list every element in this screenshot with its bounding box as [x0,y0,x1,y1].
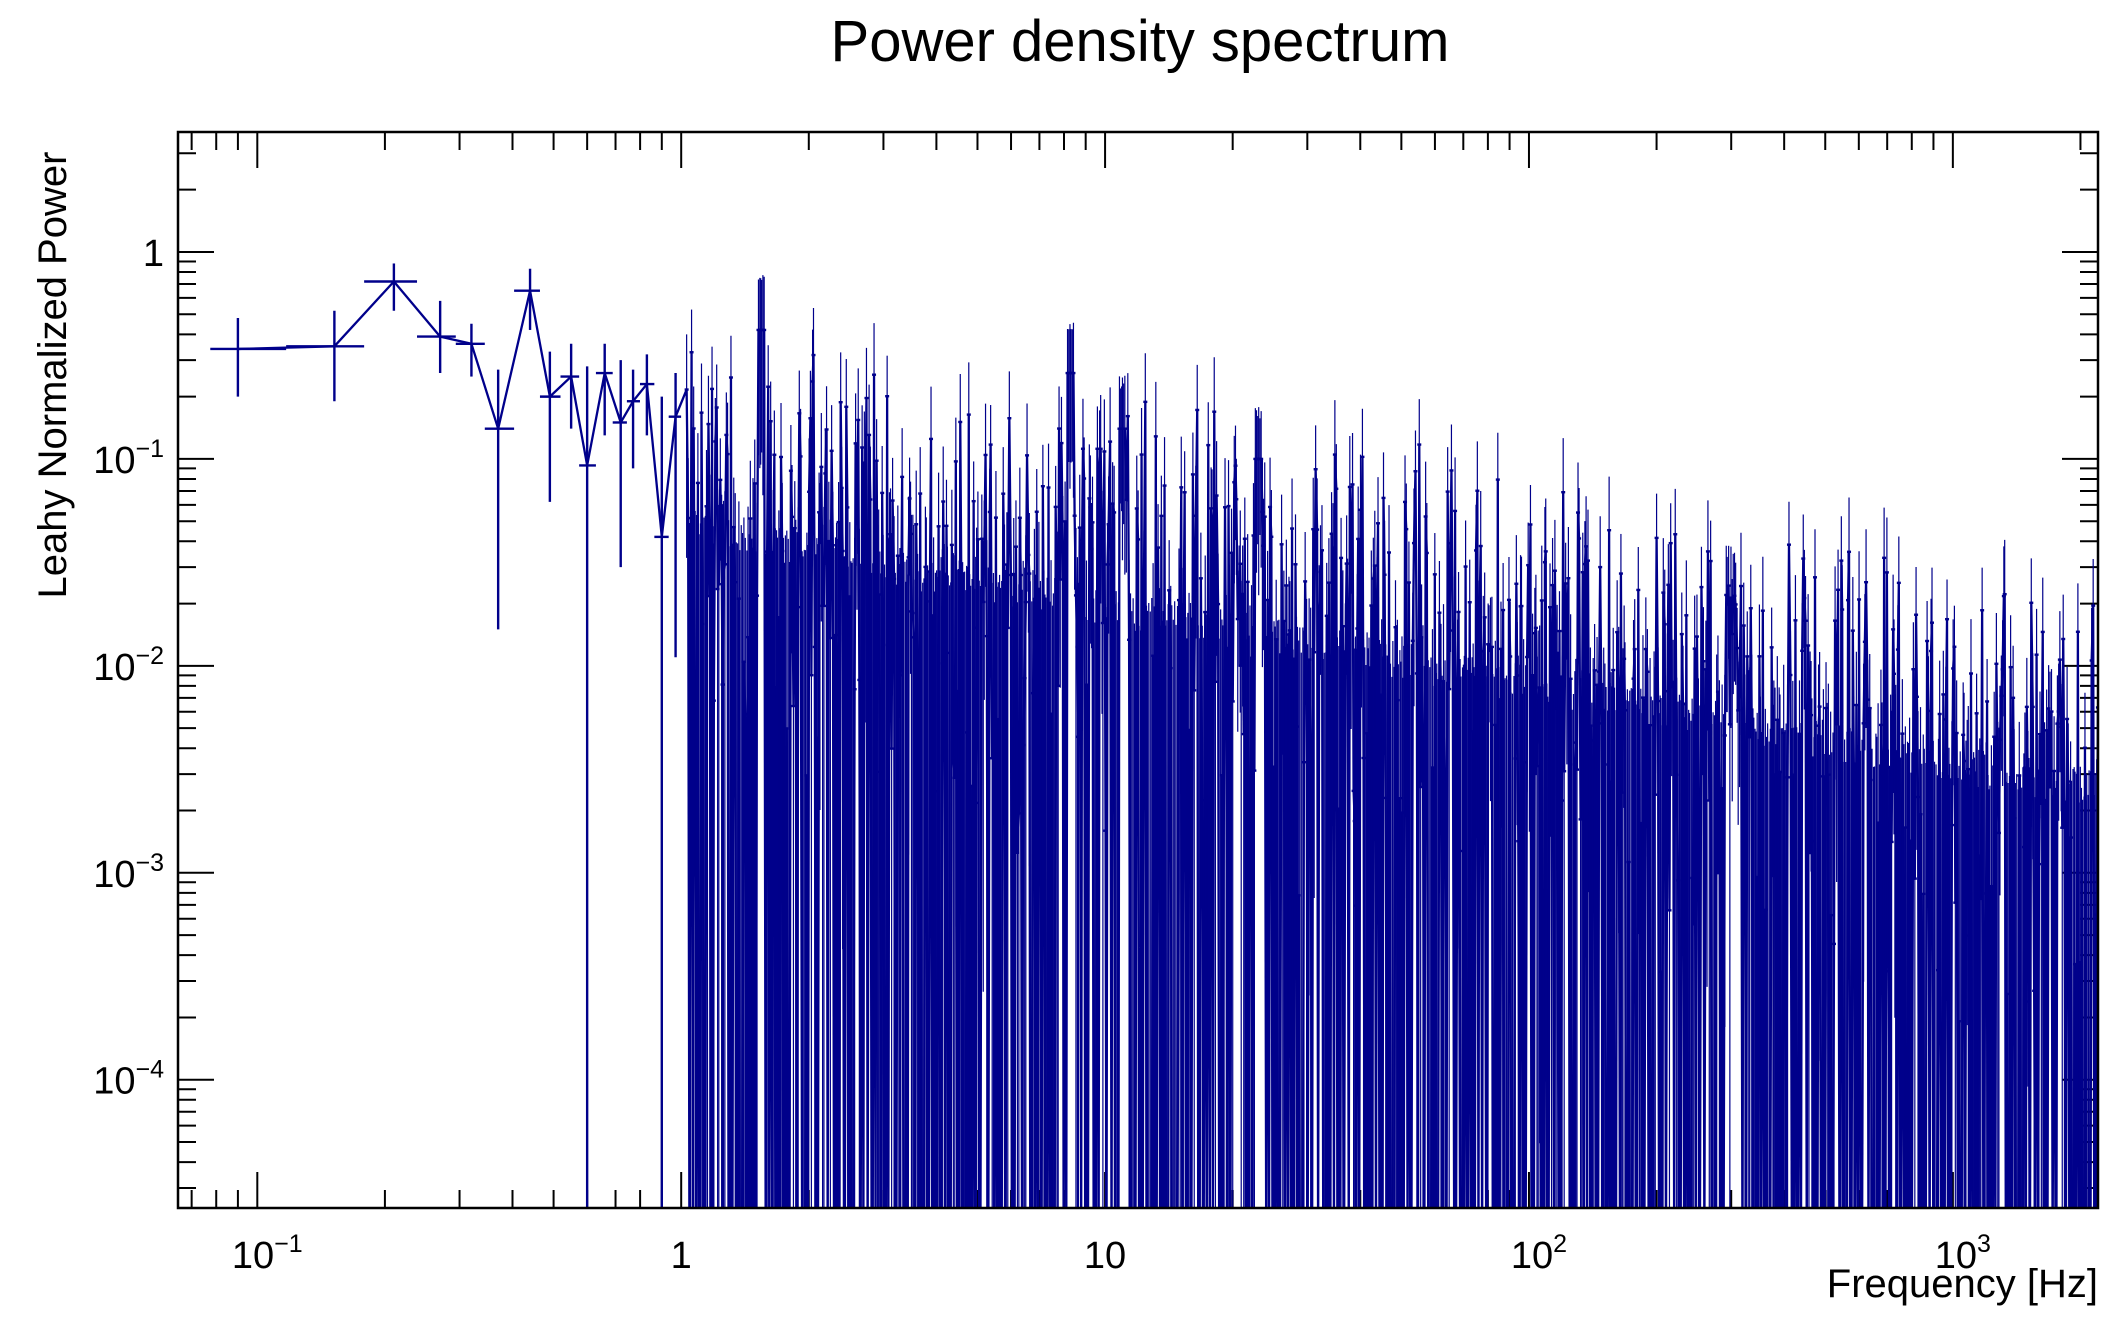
x-axis-title: Frequency [Hz] [1827,1262,2098,1306]
y-tick-label: 10−4 [93,1056,164,1103]
plot-area [210,263,2098,1208]
axis-tick-labels: 1 10−1 10−2 10−3 10−4 10−1 1 10 102 103 [93,233,1991,1277]
y-axis-title: Leahy Normalized Power [31,152,75,599]
error-bars [210,263,2098,1208]
x-tick-label: 103 [1935,1230,1991,1277]
x-tick-label: 10 [1084,1235,1126,1277]
y-tick-label: 10−3 [93,849,164,896]
y-tick-label: 10−1 [93,435,164,482]
chart-title: Power density spectrum [831,9,1450,74]
x-tick-label: 102 [1511,1230,1567,1277]
y-tick-label: 10−2 [93,642,164,689]
x-tick-label: 10−1 [232,1230,303,1277]
y-tick-label: 1 [143,233,164,275]
plot-frame [176,130,2100,1210]
x-tick-label: 1 [671,1235,692,1277]
point-markers [684,328,2098,1023]
